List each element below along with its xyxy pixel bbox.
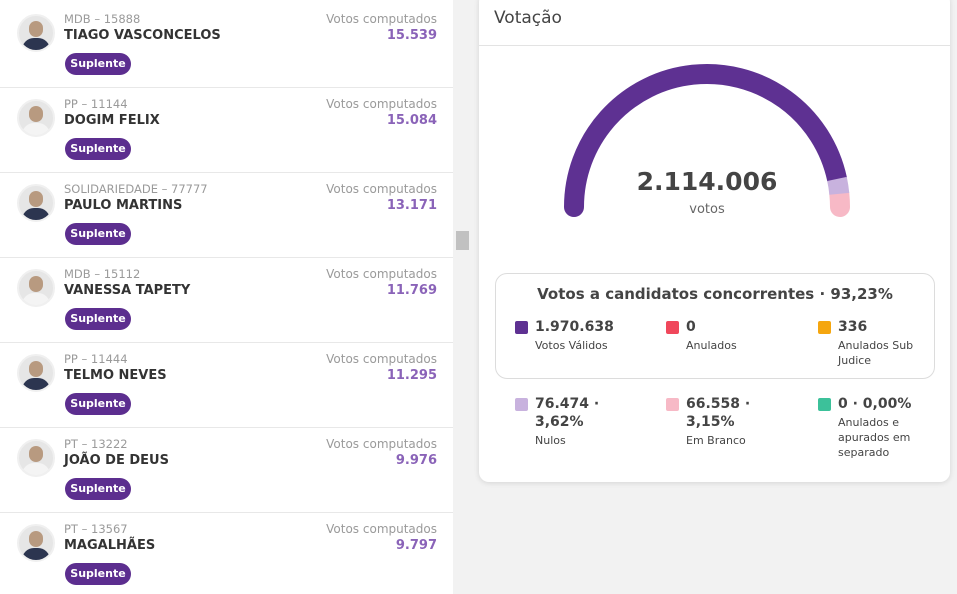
avatar (17, 184, 55, 222)
avatar-head (29, 21, 43, 37)
party: PT – 13222 (64, 437, 128, 451)
votes: 15.084 (386, 113, 437, 128)
avatar-body (22, 208, 50, 220)
candidate-name: PAULO MARTINS (64, 198, 183, 213)
votes: 9.797 (395, 538, 437, 553)
votes-label: Votos computados (326, 437, 437, 451)
votes: 9.976 (395, 453, 437, 468)
legend-value: 1.970.638 (535, 319, 614, 335)
votes-label: Votos computados (326, 352, 437, 366)
card-title: Votação (494, 8, 562, 28)
legend-value: 76.474 · 3,62% (535, 396, 600, 430)
votes-label: Votos computados (326, 522, 437, 536)
status-badge: Suplente (65, 563, 131, 585)
votes-label: Votos computados (326, 97, 437, 111)
avatar (17, 524, 55, 562)
votes: 15.539 (386, 28, 437, 43)
avatar-head (29, 446, 43, 462)
party: SOLIDARIEDADE – 77777 (64, 182, 208, 196)
avatar (17, 14, 55, 52)
candidate-name: JOÃO DE DEUS (64, 453, 169, 468)
avatar-head (29, 106, 43, 122)
votes-label: Votos computados (326, 12, 437, 26)
avatar-body (22, 38, 50, 50)
legend-value: 336 (838, 319, 868, 335)
legend-value: 0 (686, 319, 696, 335)
separator (0, 427, 453, 428)
avatar-head (29, 361, 43, 377)
votes: 11.769 (386, 283, 437, 298)
gauge-blank (829, 183, 850, 217)
votes: 13.171 (386, 198, 437, 213)
legend-label: Anulados e apurados em separado (838, 416, 911, 459)
legend-swatch (666, 321, 679, 334)
candidate-name: MAGALHÃES (64, 538, 156, 553)
separator (0, 172, 453, 173)
party: MDB – 15112 (64, 267, 141, 281)
avatar (17, 439, 55, 477)
gauge-valid (564, 63, 847, 217)
status-badge: Suplente (65, 53, 131, 75)
avatar-body (22, 123, 50, 135)
legend-swatch (666, 398, 679, 411)
candidate-name: TIAGO VASCONCELOS (64, 28, 221, 43)
status-badge: Suplente (65, 223, 131, 245)
status-badge: Suplente (65, 478, 131, 500)
avatar-body (22, 463, 50, 475)
votes: 11.295 (386, 368, 437, 383)
candidate-list: MDB – 15888 TIAGO VASCONCELOS Suplente Voto… (0, 0, 453, 594)
total-unit: votos (689, 202, 725, 217)
status-badge: Suplente (65, 138, 131, 160)
avatar (17, 269, 55, 307)
gauge-null (827, 176, 850, 195)
party: MDB – 15888 (64, 12, 141, 26)
separator (0, 87, 453, 88)
legend-value: 66.558 · 3,15% (686, 396, 751, 430)
summary-box (495, 273, 935, 379)
candidate-name: TELMO NEVES (64, 368, 167, 383)
separator (0, 342, 453, 343)
legend-label: Em Branco (686, 434, 746, 447)
candidate-name: VANESSA TAPETY (64, 283, 191, 298)
avatar-head (29, 276, 43, 292)
status-badge: Suplente (65, 308, 131, 330)
legend-swatch (515, 398, 528, 411)
party: PT – 13567 (64, 522, 128, 536)
divider (479, 45, 950, 46)
gauge: 2.114.006 votos (564, 63, 850, 217)
avatar (17, 354, 55, 392)
legend-label: Nulos (535, 434, 566, 447)
avatar (17, 99, 55, 137)
legend-value: 0 · 0,00% (838, 396, 912, 412)
separator (0, 257, 453, 258)
avatar-body (22, 293, 50, 305)
party: PP – 11144 (64, 97, 128, 111)
legend-swatch (515, 321, 528, 334)
voting-card: Votação 2.114.006 votos Votos a candidat… (479, 0, 950, 482)
scrollbar-thumb[interactable] (456, 231, 469, 250)
votes-label: Votos computados (326, 182, 437, 196)
total-votes: 2.114.006 (637, 167, 778, 196)
legend-label: Anulados Sub Judice (838, 339, 914, 367)
legend-swatch (818, 321, 831, 334)
separator (0, 512, 453, 513)
avatar-body (22, 548, 50, 560)
avatar-head (29, 191, 43, 207)
votes-label: Votos computados (326, 267, 437, 281)
avatar-body (22, 378, 50, 390)
avatar-head (29, 531, 43, 547)
legend-swatch (818, 398, 831, 411)
party: PP – 11444 (64, 352, 128, 366)
status-badge: Suplente (65, 393, 131, 415)
legend-label: Anulados (686, 339, 737, 352)
candidate-name: DOGIM FELIX (64, 113, 160, 128)
summary-title: Votos a candidatos concorrentes · 93,23% (537, 285, 893, 303)
legend-label: Votos Válidos (535, 339, 608, 352)
